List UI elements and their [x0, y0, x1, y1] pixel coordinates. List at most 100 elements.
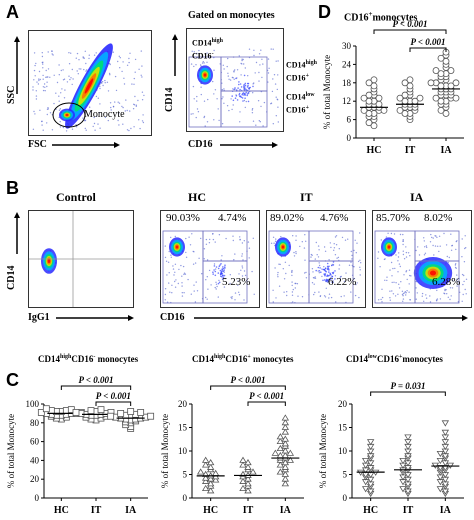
data-point [401, 91, 409, 99]
b-it-title: IT [300, 190, 313, 204]
y-tick-label: 24 [342, 59, 352, 69]
d-title-b: monocytes [372, 12, 418, 24]
monocyte-gate-label: Monocyte [84, 109, 125, 120]
data-point [452, 94, 460, 102]
data-point [206, 463, 215, 470]
gate-box-3 [220, 90, 268, 128]
data-point [127, 408, 135, 415]
gate2-s1: high [305, 60, 317, 66]
data-point [432, 67, 440, 74]
data-point [396, 94, 404, 102]
x-tick-label: HC [367, 145, 382, 156]
data-point [281, 435, 290, 442]
y-tick-label: 12 [342, 96, 351, 106]
itB-main-pop [275, 237, 291, 257]
ia-pct-q3: 6.28% [432, 276, 461, 288]
b-ia-title: IA [410, 190, 424, 204]
data-point [244, 480, 252, 487]
data-point [201, 456, 210, 463]
data-point [447, 67, 455, 74]
lymph-population [65, 43, 113, 129]
hc-plot [160, 210, 260, 308]
data-point [360, 94, 368, 102]
sig-bracket [247, 401, 286, 406]
y-axis-label: % of total Monocyte [318, 414, 328, 488]
x-tick-label: HC [363, 505, 378, 516]
data-point [206, 487, 215, 494]
y-tick-label: 5 [183, 470, 188, 480]
igg1-axis-arrow [56, 315, 134, 321]
data-point [239, 456, 247, 463]
data-point [244, 475, 252, 482]
ssc-axis-arrow [14, 36, 20, 94]
data-point [416, 94, 424, 102]
data-point [404, 434, 412, 441]
data-point [281, 475, 290, 482]
y-tick-label: 80 [30, 418, 40, 428]
monocyte-gate [52, 102, 86, 128]
gated-title: Gated on monocytes [188, 10, 275, 21]
control-pop [41, 248, 57, 274]
data-point [147, 412, 155, 420]
data-point [361, 458, 370, 465]
cd16-axis-arrow-a [220, 142, 278, 148]
panel-letter-c: C [6, 370, 19, 390]
data-point [239, 461, 247, 468]
c2-t-a: CD14 [192, 354, 214, 364]
gate1-s2: - [211, 50, 214, 57]
data-point [201, 474, 210, 481]
p-value-label: P < 0.001 [230, 375, 265, 385]
chart-d: 0 6 12 18 24 30 % of total Monocyte HC IT IA P < 0… [322, 19, 464, 156]
sig-bracket [95, 401, 132, 406]
y-tick-label: 0 [183, 493, 188, 503]
x-tick-label: IA [125, 505, 137, 516]
c3-t-b: CD16 [377, 354, 399, 364]
ia-pct-q1: 85.70% [376, 212, 410, 224]
x-tick-label: IT [405, 145, 416, 156]
c2-t-s1: high [214, 354, 226, 360]
y-tick-label: 60 [30, 437, 40, 447]
fsc-axis-arrow [52, 142, 120, 148]
d-title-sup: + [368, 10, 373, 18]
data-point [286, 449, 295, 456]
data-point [276, 468, 285, 475]
c1-title: CD14highCD16- monocytes [38, 354, 138, 364]
c1-t-b: CD16 [71, 354, 94, 364]
it-pct-q3: 6.22% [328, 276, 357, 288]
y-axis-label: % of total Monocyte [322, 55, 332, 129]
data-point [432, 94, 440, 102]
x-tick-label: IT [91, 505, 102, 516]
hcB-cd16-pop [212, 263, 226, 285]
c1-t-s1: high [60, 354, 72, 360]
data-point [97, 406, 105, 414]
iaB-cd16-pop [413, 257, 453, 289]
data-point [281, 423, 290, 430]
gated-monocytes-plot [186, 28, 284, 132]
data-point [42, 405, 50, 413]
hcB-gate3 [202, 260, 248, 304]
gate2-l1: CD14 [286, 60, 306, 70]
data-point [281, 419, 290, 426]
panel-letter-b: B [6, 178, 19, 198]
c2-t-s2: + [247, 354, 251, 360]
gate3-s2: + [305, 104, 309, 111]
data-point [281, 463, 290, 470]
cd14-axis-arrow-b [14, 212, 20, 254]
data-point [276, 461, 285, 468]
y-tick-label: 0 [35, 493, 40, 503]
data-point [239, 484, 247, 491]
data-point [137, 409, 145, 416]
y-tick-label: 15 [178, 423, 188, 433]
sig-bracket [370, 391, 446, 396]
y-axis-label: % of total Monocyte [6, 414, 16, 488]
y-tick-label: 6 [347, 115, 352, 125]
data-point [281, 440, 290, 447]
y-axis-label: % of total Monocyte [160, 414, 170, 488]
panel-d-title: CD16+monocytes [344, 10, 417, 23]
y-tick-label: 18 [342, 78, 352, 88]
y-tick-label: 30 [342, 41, 352, 51]
data-point [281, 428, 290, 435]
data-point [396, 107, 404, 114]
sig-bracket [409, 47, 447, 52]
data-point [87, 407, 95, 414]
